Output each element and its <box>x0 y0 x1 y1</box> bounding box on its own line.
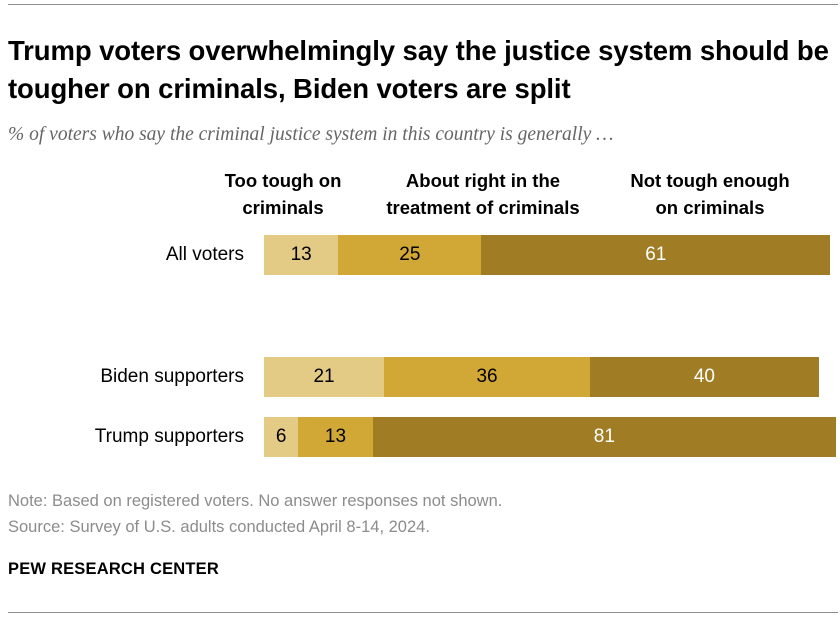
source-text: Source: Survey of U.S. adults conducted … <box>8 518 430 536</box>
bar-trump-supporters-about-right: 13 <box>298 417 373 457</box>
legend-too-tough-line1: Too tough on <box>224 170 342 191</box>
chart-title: Trump voters overwhelmingly say the just… <box>8 35 829 104</box>
bar-trump-supporters-not-tough: 81 <box>372 417 836 457</box>
legend-not-tough-line2: on criminals <box>655 197 765 218</box>
chart-subtitle: % of voters who say the criminal justice… <box>8 124 614 145</box>
bar-biden-supporters-not-tough: 40 <box>590 357 819 397</box>
row-label-all-voters: All voters <box>165 244 244 265</box>
top-divider <box>8 4 838 5</box>
bar-biden-supporters-about-right: 36 <box>384 357 591 397</box>
legend-too-tough-line2: criminals <box>242 197 324 218</box>
legend-not-tough-line1: Not tough enough <box>630 170 790 191</box>
row-label-trump-supporters: Trump supporters <box>94 426 244 447</box>
legend-about-right-line2: treatment of criminals <box>386 197 580 218</box>
legend-not-tough: Not tough enough on criminals <box>590 167 830 221</box>
brand-logo-text: PEW RESEARCH CENTER <box>8 560 219 578</box>
note-text: Note: Based on registered voters. No ans… <box>8 492 503 510</box>
bar-all-voters-not-tough: 61 <box>481 235 831 275</box>
legend-too-tough: Too tough on criminals <box>198 167 368 221</box>
legend-about-right: About right in the treatment of criminal… <box>352 167 614 221</box>
bar-all-voters-too-tough: 13 <box>264 235 339 275</box>
bottom-divider <box>8 612 838 613</box>
bar-biden-supporters-too-tough: 21 <box>264 357 385 397</box>
bar-trump-supporters-too-tough: 6 <box>264 417 299 457</box>
bar-all-voters-about-right: 25 <box>338 235 482 275</box>
legend-about-right-line1: About right in the <box>405 170 561 191</box>
row-label-biden-supporters: Biden supporters <box>100 366 244 387</box>
